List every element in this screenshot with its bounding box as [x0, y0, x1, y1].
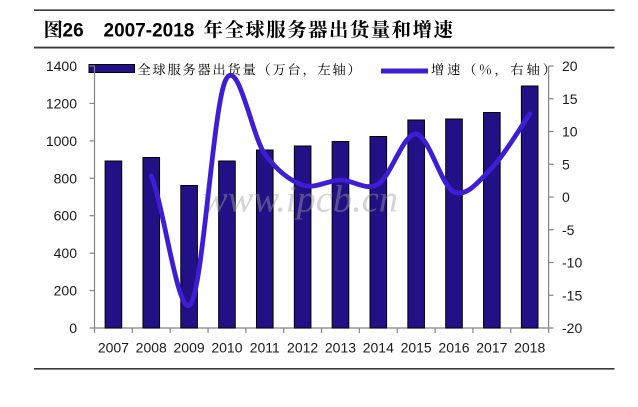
svg-text:1400: 1400	[46, 58, 77, 74]
svg-text:-5: -5	[562, 222, 575, 238]
svg-text:2018: 2018	[514, 340, 545, 356]
svg-text:400: 400	[54, 245, 78, 261]
svg-text:800: 800	[54, 170, 78, 186]
svg-text:2010: 2010	[211, 340, 242, 356]
svg-text:20: 20	[562, 58, 578, 74]
svg-text:2007-2018: 2007-2018	[104, 21, 195, 42]
svg-text:5: 5	[562, 156, 570, 172]
svg-text:1000: 1000	[46, 133, 77, 149]
svg-text:2009: 2009	[174, 340, 205, 356]
svg-text:26: 26	[63, 21, 84, 42]
svg-text:0: 0	[69, 320, 77, 336]
svg-text:2013: 2013	[325, 340, 356, 356]
svg-text:-10: -10	[562, 255, 582, 271]
svg-text:0: 0	[562, 189, 570, 205]
svg-text:2008: 2008	[136, 340, 167, 356]
svg-text:2012: 2012	[287, 340, 318, 356]
svg-text:-15: -15	[562, 287, 582, 303]
svg-text:600: 600	[54, 208, 78, 224]
svg-text:15: 15	[562, 91, 578, 107]
svg-text:2016: 2016	[438, 340, 469, 356]
svg-text:10: 10	[562, 124, 578, 140]
svg-text:200: 200	[54, 283, 78, 299]
svg-text:1200: 1200	[46, 95, 77, 111]
svg-text:2015: 2015	[401, 340, 432, 356]
svg-text:-20: -20	[562, 320, 582, 336]
svg-text:2011: 2011	[250, 340, 280, 356]
svg-text:2007: 2007	[98, 340, 129, 356]
svg-text:2014: 2014	[363, 340, 394, 356]
svg-text:2017: 2017	[476, 340, 507, 356]
